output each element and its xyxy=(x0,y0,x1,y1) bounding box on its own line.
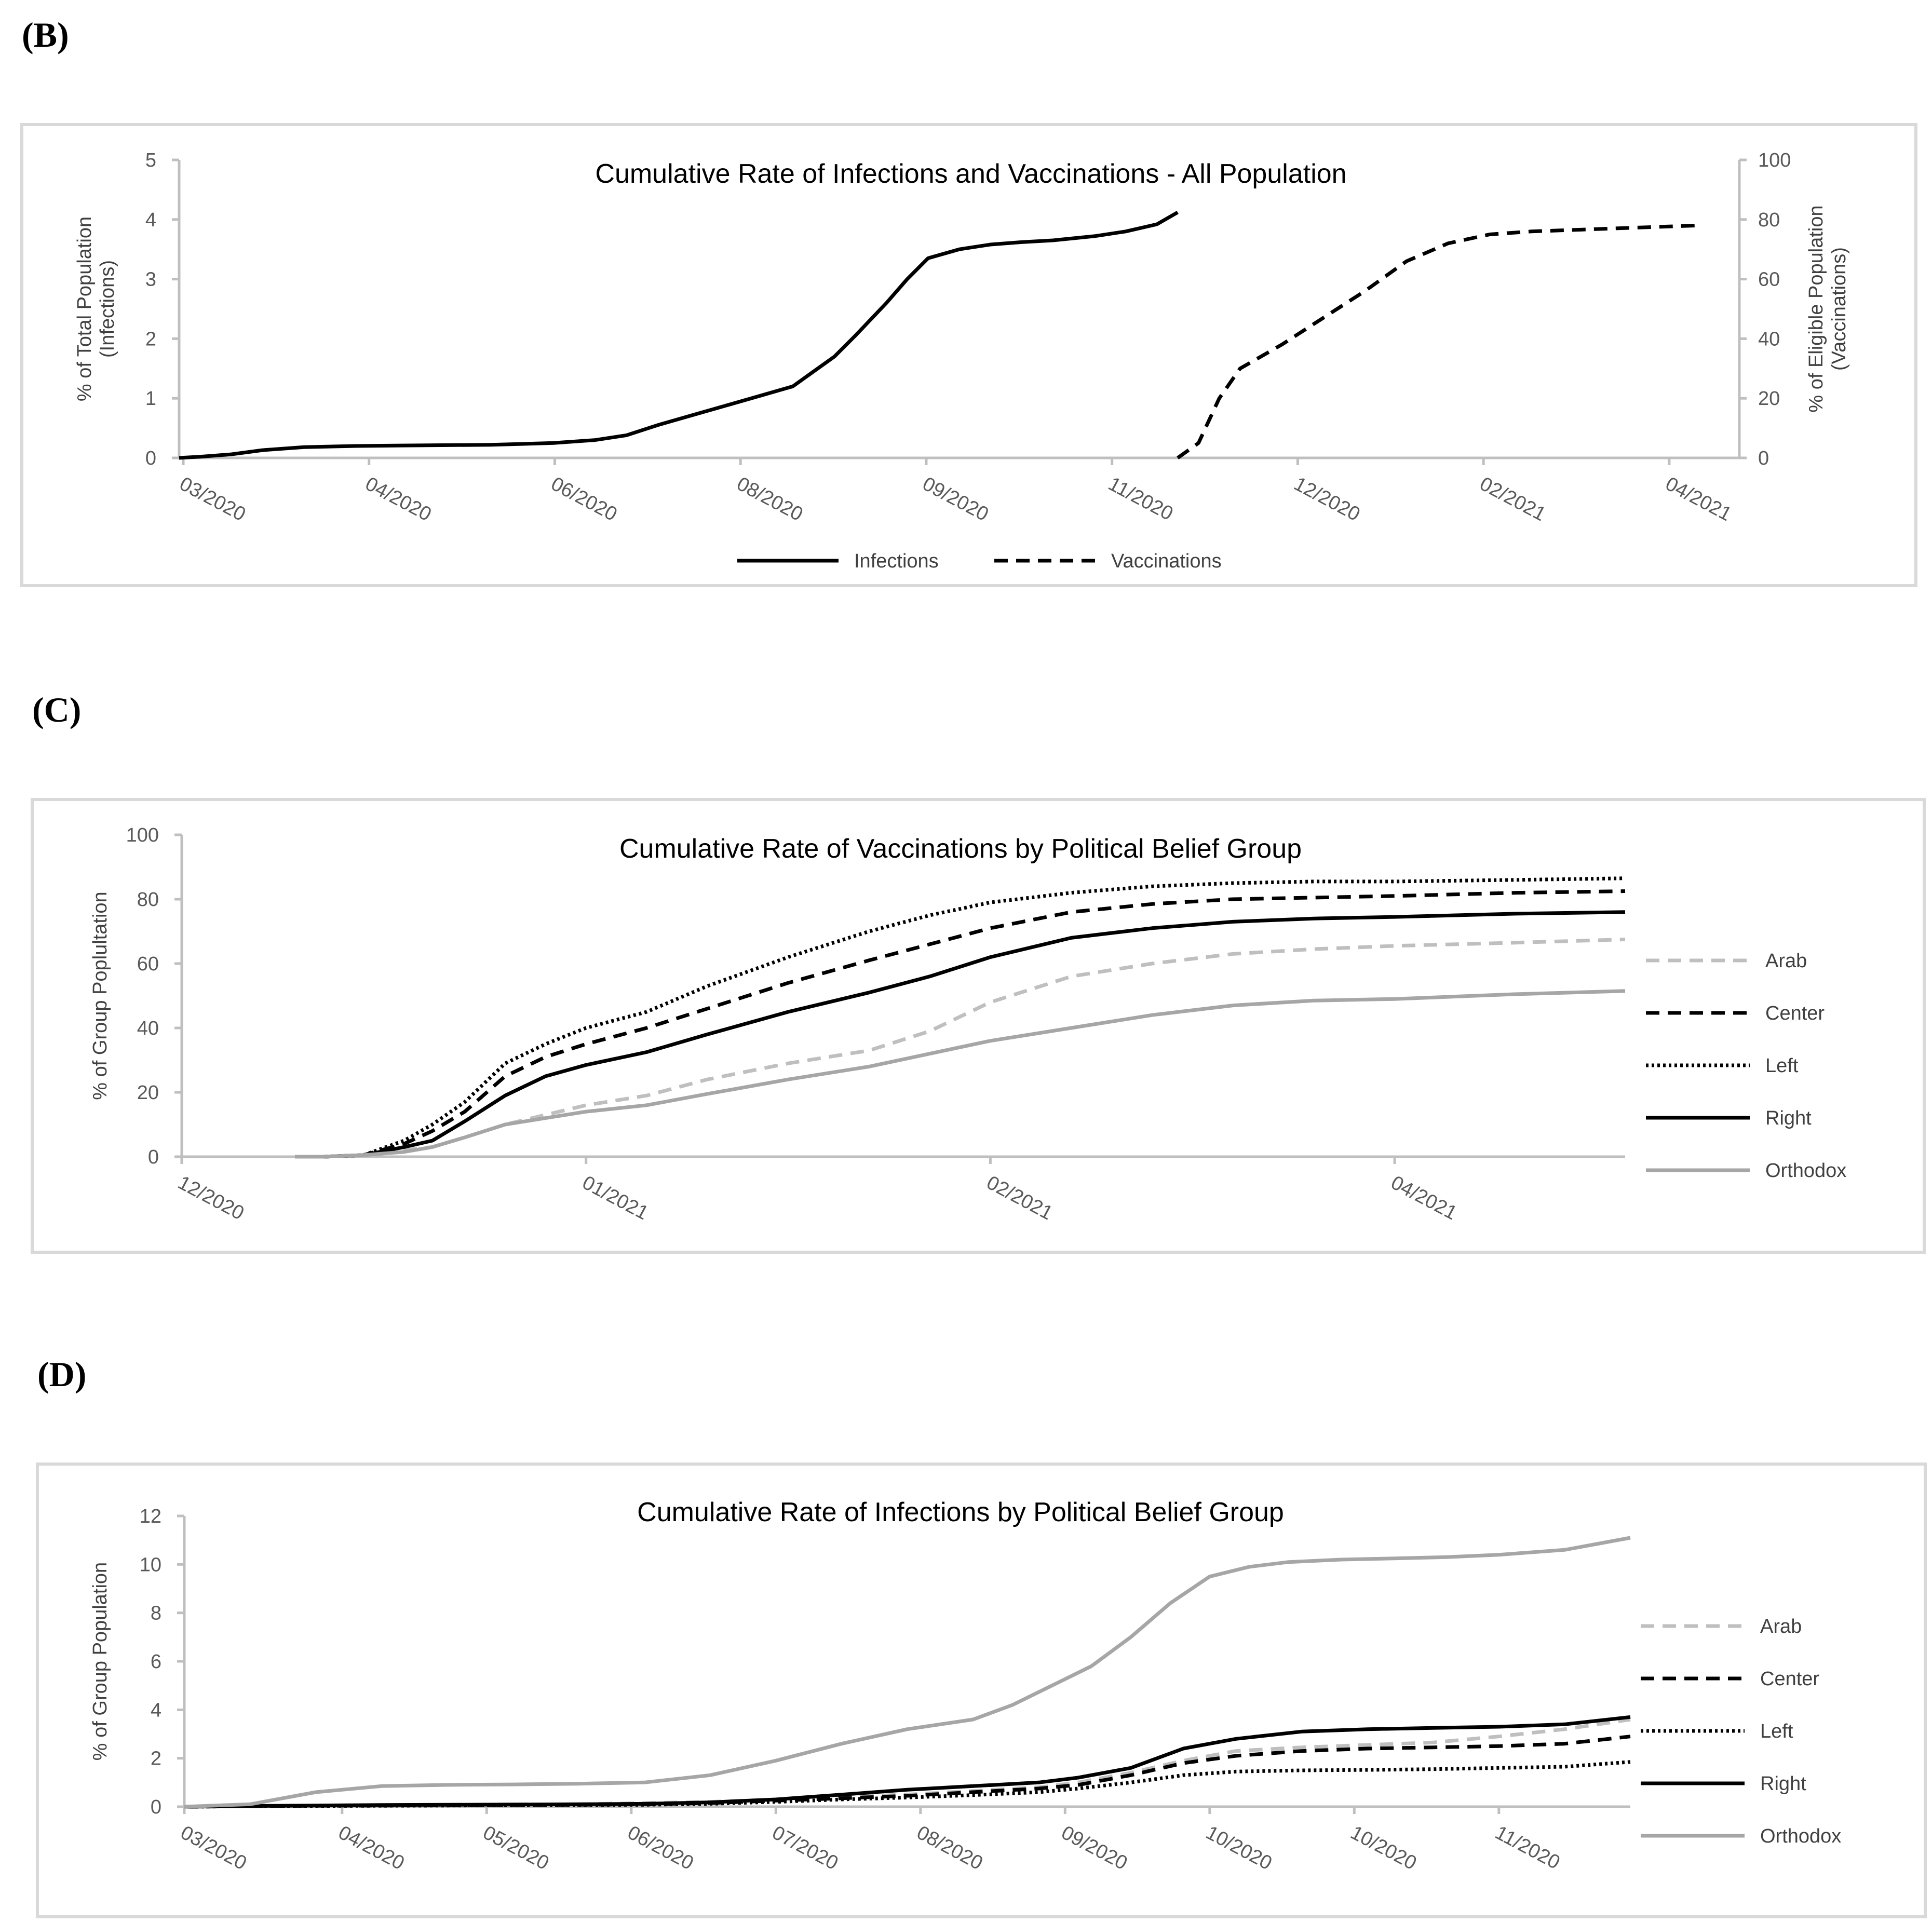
series-vaccinations xyxy=(1177,223,1698,459)
legend-label-infections: Infections xyxy=(854,550,939,572)
chart-c: Cumulative Rate of Vaccinations by Polit… xyxy=(31,798,1926,1254)
panel-label-c: (C) xyxy=(32,690,82,729)
y-tick-label: 0 xyxy=(148,1146,159,1168)
y-tick-label: 100 xyxy=(126,824,159,846)
legend-label-vaccinations: Vaccinations xyxy=(1111,550,1222,572)
y-axis-title: % of Group Poplultation xyxy=(89,891,111,1100)
y-tick-label: 80 xyxy=(137,889,159,911)
chart-frame xyxy=(31,798,1926,1254)
y-axis-title-right-line1: % of Eligible Population xyxy=(1805,205,1827,412)
y-tick-label-right: 60 xyxy=(1758,269,1780,291)
y-tick-label: 40 xyxy=(137,1018,159,1039)
legend-label-right: Right xyxy=(1765,1107,1812,1129)
y-tick-label-left: 5 xyxy=(145,150,156,171)
y-tick-label: 12 xyxy=(140,1506,161,1527)
y-tick-label: 20 xyxy=(137,1082,159,1104)
chart-b: Cumulative Rate of Infections and Vaccin… xyxy=(20,123,1917,587)
y-tick-label-left: 0 xyxy=(145,448,156,469)
legend-label-orthodox: Orthodox xyxy=(1760,1825,1841,1847)
series-infections xyxy=(179,210,1179,460)
panel-label-d: (D) xyxy=(37,1355,87,1394)
legend-label-center: Center xyxy=(1760,1668,1819,1690)
y-tick-label: 6 xyxy=(151,1651,161,1673)
y-tick-label-right: 0 xyxy=(1758,448,1769,469)
chart-frame xyxy=(20,123,1917,587)
chart-frame xyxy=(36,1462,1927,1918)
y-tick-label-right: 80 xyxy=(1758,209,1780,231)
legend-label-center: Center xyxy=(1765,1003,1825,1024)
y-tick-label: 2 xyxy=(151,1748,161,1770)
legend-label-left: Left xyxy=(1760,1721,1793,1742)
y-tick-label-left: 4 xyxy=(145,209,156,231)
legend-label-right: Right xyxy=(1760,1773,1806,1795)
y-tick-label: 10 xyxy=(140,1554,161,1576)
y-axis-title-left: % of Total Population(Infections) xyxy=(74,216,118,401)
y-tick-label: 4 xyxy=(151,1699,161,1721)
y-tick-label: 0 xyxy=(151,1796,161,1818)
y-tick-label: 60 xyxy=(137,953,159,975)
chart-title: Cumulative Rate of Vaccinations by Polit… xyxy=(619,834,1302,864)
series-right xyxy=(184,1715,1631,1809)
legend-label-arab: Arab xyxy=(1765,950,1807,972)
series-orthodox xyxy=(295,989,1626,1159)
y-tick-label-left: 1 xyxy=(145,388,156,410)
legend-label-left: Left xyxy=(1765,1055,1799,1077)
series-left xyxy=(295,876,1626,1159)
chart-title: Cumulative Rate of Infections by Politic… xyxy=(637,1497,1284,1527)
y-tick-label-left: 3 xyxy=(145,269,156,291)
panel-label-b: (B) xyxy=(22,15,69,55)
y-axis-title-right-line2: (Vaccinations) xyxy=(1828,247,1850,371)
y-axis-title: % of Group Population xyxy=(89,1562,111,1761)
y-tick-label-right: 100 xyxy=(1758,150,1791,171)
chart-title: Cumulative Rate of Infections and Vaccin… xyxy=(595,159,1346,189)
legend-label-arab: Arab xyxy=(1760,1616,1802,1637)
series-right xyxy=(295,910,1626,1159)
series-orthodox xyxy=(184,1536,1631,1809)
y-tick-label-right: 40 xyxy=(1758,328,1780,350)
y-tick-label: 8 xyxy=(151,1603,161,1624)
y-axis-title-right: % of Eligible Population(Vaccinations) xyxy=(1805,205,1850,412)
series-arab xyxy=(295,938,1626,1159)
legend-label-orthodox: Orthodox xyxy=(1765,1160,1846,1182)
series-center xyxy=(295,889,1626,1159)
y-tick-label-left: 2 xyxy=(145,328,156,350)
y-tick-label-right: 20 xyxy=(1758,388,1780,410)
y-axis-title-left-line2: (Infections) xyxy=(97,260,118,358)
y-axis-title-left-line1: % of Total Population xyxy=(74,216,96,401)
chart-d: Cumulative Rate of Infections by Politic… xyxy=(36,1462,1927,1918)
